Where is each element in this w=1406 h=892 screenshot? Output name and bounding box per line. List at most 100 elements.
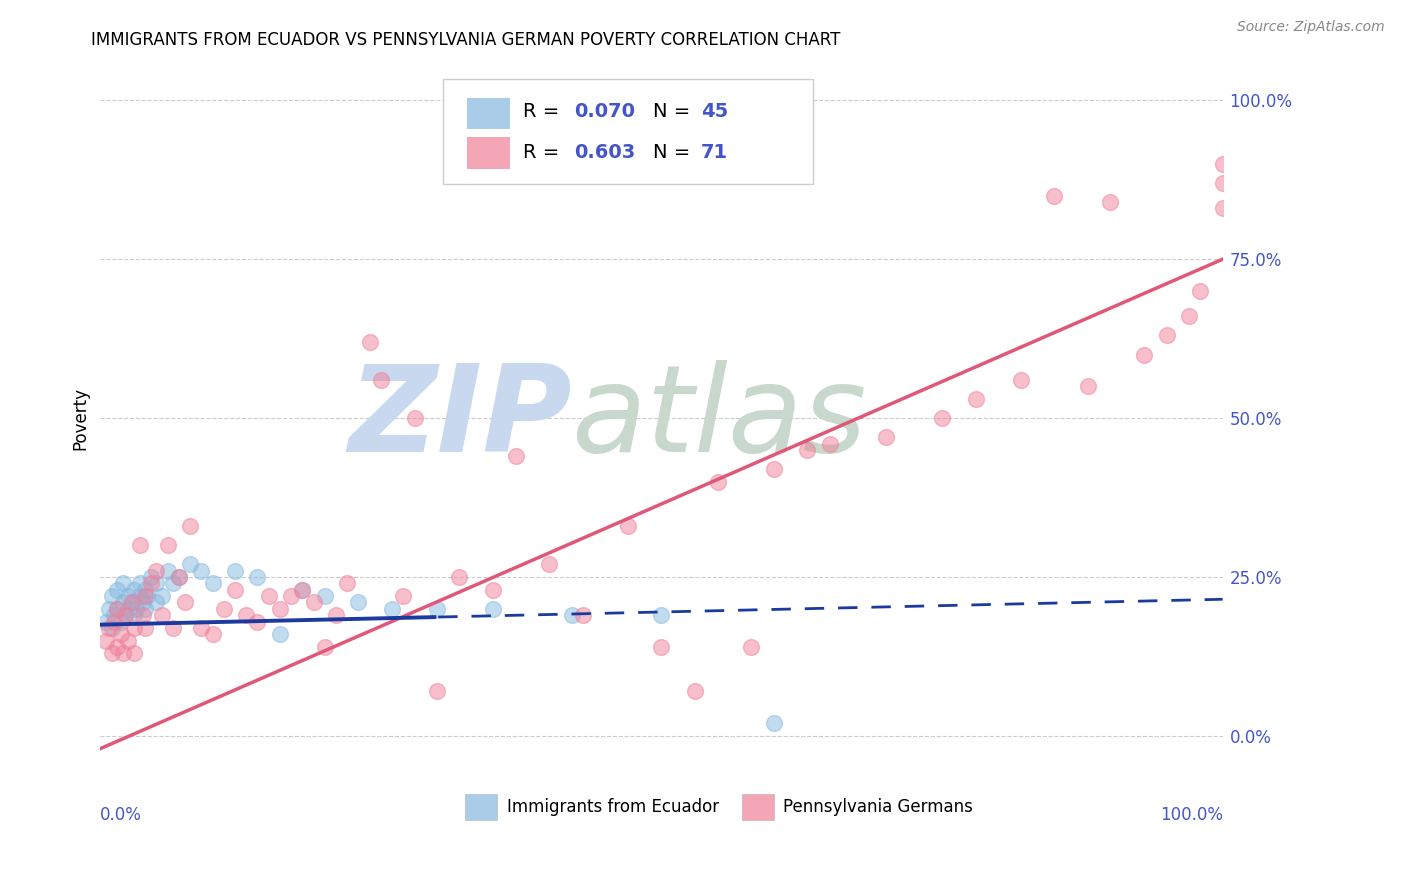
Point (117, 589, 139, 603)
Point (105, 602, 128, 616)
Point (132, 608, 155, 623)
Point (167, 570, 190, 584)
Point (291, 582, 314, 597)
Point (156, 564, 179, 578)
Point (111, 646, 134, 660)
Point (291, 582, 314, 597)
Point (110, 627, 132, 641)
Point (134, 602, 156, 616)
Point (179, 519, 201, 533)
FancyBboxPatch shape (467, 98, 510, 129)
Point (212, 602, 235, 616)
Text: R =: R = (523, 103, 567, 121)
Point (650, 640, 672, 654)
Point (117, 602, 139, 616)
Point (114, 608, 136, 623)
Point (359, 334, 381, 349)
Point (121, 595, 143, 609)
Point (302, 595, 325, 609)
Point (145, 576, 167, 591)
Point (128, 576, 150, 591)
Point (100, 621, 122, 635)
Point (561, 608, 583, 623)
Point (190, 621, 212, 635)
Point (257, 589, 280, 603)
Text: atlas: atlas (572, 359, 868, 476)
Text: 45: 45 (700, 103, 728, 121)
Point (1010, 373, 1032, 387)
Y-axis label: Poverty: Poverty (72, 386, 89, 450)
Point (392, 589, 415, 603)
Point (134, 589, 156, 603)
Point (269, 602, 291, 616)
Point (224, 582, 246, 597)
Point (1212, 202, 1234, 216)
Point (1212, 157, 1234, 171)
Text: Immigrants from Ecuador: Immigrants from Ecuador (506, 797, 718, 816)
Point (269, 627, 291, 641)
Point (132, 595, 155, 609)
Point (818, 436, 841, 450)
Point (94, 615, 117, 629)
Point (100, 646, 122, 660)
Text: Pennsylvania Germans: Pennsylvania Germans (783, 797, 973, 816)
Point (538, 558, 561, 572)
Point (706, 475, 728, 489)
Point (683, 684, 706, 698)
Point (1133, 347, 1156, 361)
Point (235, 608, 257, 623)
Point (426, 602, 449, 616)
Point (482, 582, 505, 597)
Text: 0.0%: 0.0% (100, 806, 142, 824)
Point (162, 621, 184, 635)
Point (449, 570, 471, 584)
Point (381, 602, 404, 616)
Text: Source: ZipAtlas.com: Source: ZipAtlas.com (1237, 20, 1385, 34)
Point (121, 595, 143, 609)
Text: 0.603: 0.603 (574, 143, 636, 162)
Point (201, 627, 224, 641)
Point (505, 449, 527, 463)
Point (122, 646, 145, 660)
Point (167, 570, 190, 584)
Point (134, 582, 156, 597)
Point (190, 564, 212, 578)
Point (370, 373, 392, 387)
Point (762, 462, 785, 476)
Point (572, 608, 595, 623)
Text: N =: N = (652, 103, 696, 121)
Point (122, 621, 145, 635)
Text: 100.0%: 100.0% (1160, 806, 1223, 824)
Point (1178, 310, 1201, 324)
Point (122, 582, 145, 597)
Point (740, 640, 762, 654)
Text: R =: R = (523, 143, 567, 162)
Point (1099, 194, 1122, 209)
Point (280, 589, 302, 603)
Point (246, 570, 269, 584)
Point (150, 589, 173, 603)
Point (117, 633, 139, 648)
Point (762, 716, 785, 731)
Point (201, 576, 224, 591)
FancyBboxPatch shape (465, 794, 496, 820)
Point (94, 633, 117, 648)
Point (136, 589, 159, 603)
Point (1189, 284, 1212, 298)
Point (1156, 328, 1178, 343)
Point (617, 519, 640, 533)
FancyBboxPatch shape (467, 137, 510, 169)
Point (875, 430, 897, 444)
Point (103, 608, 125, 623)
Point (111, 595, 134, 609)
Point (110, 615, 132, 629)
Point (224, 564, 246, 578)
Point (246, 615, 269, 629)
Point (114, 608, 136, 623)
Text: IMMIGRANTS FROM ECUADOR VS PENNSYLVANIA GERMAN POVERTY CORRELATION CHART: IMMIGRANTS FROM ECUADOR VS PENNSYLVANIA … (91, 31, 841, 49)
Point (931, 411, 953, 425)
Point (325, 608, 347, 623)
Point (162, 576, 184, 591)
Point (145, 595, 167, 609)
Point (150, 608, 173, 623)
